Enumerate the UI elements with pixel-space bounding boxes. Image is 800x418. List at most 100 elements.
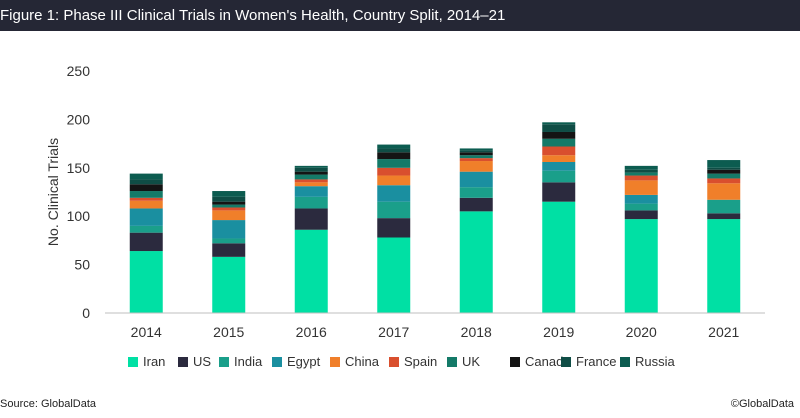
bar-segment-canada-2018: [459, 152, 493, 156]
bar-segment-france-2019: [542, 124, 576, 132]
legend-swatch-uk: [447, 357, 457, 367]
bar-segment-uk-2020: [624, 172, 658, 176]
bar-segment-us-2017: [377, 218, 411, 238]
bar-segment-us-2019: [542, 182, 576, 202]
source-note: Source: GlobalData: [0, 398, 96, 410]
copyright-note: ©GlobalData: [730, 398, 794, 410]
bar-segment-india-2016: [294, 196, 328, 209]
bar-segment-india-2018: [459, 187, 493, 198]
bar-segment-us-2021: [707, 213, 741, 220]
bar-segment-france-2018: [459, 150, 493, 153]
x-tick-label: 2021: [708, 324, 739, 340]
bar-segment-russia-2015: [212, 191, 246, 197]
bar-segment-uk-2019: [542, 138, 576, 147]
bar-segment-iran-2020: [624, 219, 658, 313]
bar-segment-iran-2014: [129, 251, 163, 313]
bar-segment-iran-2015: [212, 256, 246, 313]
bar-segment-iran-2016: [294, 229, 328, 313]
legend-swatch-iran: [128, 357, 138, 367]
chart-title: Figure 1: Phase III Clinical Trials in W…: [0, 7, 506, 24]
bar-segment-iran-2019: [542, 201, 576, 313]
x-axis: 2014 2015 2016 2017 2018 2019 2020 2021: [105, 312, 765, 340]
legend-label-china: China: [345, 354, 380, 369]
legend-label-spain: Spain: [404, 354, 437, 369]
bar-stacks: [129, 122, 741, 313]
legend-label-india: India: [234, 354, 263, 369]
legend-swatch-egypt: [272, 357, 282, 367]
bar-segment-china-2016: [294, 182, 328, 187]
bar-segment-iran-2021: [707, 219, 741, 313]
bar-segment-iran-2018: [459, 211, 493, 313]
y-axis-label: No. Clinical Trials: [45, 138, 61, 246]
bar-segment-india-2019: [542, 170, 576, 183]
bar-segment-canada-2015: [212, 201, 246, 205]
bar-segment-france-2021: [707, 167, 741, 170]
bar-segment-china-2014: [129, 200, 163, 209]
bar-segment-us-2015: [212, 243, 246, 257]
bar-segment-france-2017: [377, 148, 411, 153]
x-tick-label: 2019: [543, 324, 574, 340]
legend-label-france: France: [576, 354, 616, 369]
stacked-bar-chart: 0 50 100 150 200 250 2014 2015 2016 2017 2018 2019…: [45, 63, 765, 369]
x-tick-label: 2020: [626, 324, 657, 340]
legend-swatch-canada: [510, 357, 520, 367]
legend-label-uk: UK: [462, 354, 480, 369]
bar-segment-india-2017: [377, 201, 411, 219]
chart-title-bar: Figure 1: Phase III Clinical Trials in W…: [0, 0, 800, 31]
legend-swatch-russia: [620, 357, 630, 367]
bar-segment-china-2018: [459, 161, 493, 172]
x-tick-label: 2014: [131, 324, 162, 340]
y-tick-label: 150: [67, 160, 91, 176]
bar-segment-india-2015: [212, 238, 246, 244]
bar-segment-india-2014: [129, 225, 163, 233]
bar-segment-russia-2016: [294, 165, 328, 168]
bar-segment-canada-2014: [129, 184, 163, 192]
bar-segment-russia-2019: [542, 122, 576, 125]
bar-segment-spain-2021: [707, 178, 741, 184]
bar-segment-russia-2021: [707, 160, 741, 168]
bar-segment-spain-2016: [294, 179, 328, 183]
legend-label-us: US: [193, 354, 211, 369]
legend-swatch-us: [178, 357, 188, 367]
bar-segment-canada-2017: [377, 152, 411, 160]
bar-segment-us-2018: [459, 197, 493, 212]
bar-segment-uk-2017: [377, 159, 411, 168]
legend-swatch-india: [219, 357, 229, 367]
bar-segment-india-2021: [707, 199, 741, 214]
bar-segment-canada-2016: [294, 171, 328, 175]
y-axis: 0 50 100 150 200 250: [67, 63, 91, 321]
legend-swatch-france: [561, 357, 571, 367]
bar-segment-spain-2018: [459, 158, 493, 162]
bar-segment-egypt-2015: [212, 220, 246, 239]
y-tick-label: 0: [82, 305, 90, 321]
bar-segment-egypt-2014: [129, 208, 163, 226]
bar-segment-us-2014: [129, 232, 163, 252]
bar-segment-egypt-2019: [542, 161, 576, 171]
bar-segment-china-2017: [377, 175, 411, 186]
bar-segment-spain-2015: [212, 207, 246, 211]
bar-segment-france-2016: [294, 167, 328, 172]
legend-label-egypt: Egypt: [287, 354, 321, 369]
bar-segment-uk-2016: [294, 174, 328, 180]
bar-segment-china-2015: [212, 210, 246, 221]
bar-segment-egypt-2018: [459, 171, 493, 188]
bar-segment-france-2014: [129, 179, 163, 185]
x-tick-label: 2018: [461, 324, 492, 340]
bar-segment-uk-2014: [129, 191, 163, 198]
bar-segment-spain-2019: [542, 146, 576, 156]
bar-segment-china-2020: [624, 180, 658, 195]
bar-segment-uk-2015: [212, 204, 246, 208]
bar-segment-canada-2021: [707, 169, 741, 174]
bar-segment-china-2019: [542, 155, 576, 162]
bar-segment-france-2020: [624, 169, 658, 173]
bar-segment-russia-2018: [459, 148, 493, 151]
bar-segment-uk-2018: [459, 155, 493, 159]
y-tick-label: 250: [67, 63, 91, 79]
y-tick-label: 200: [67, 111, 91, 127]
bar-segment-egypt-2016: [294, 186, 328, 197]
y-tick-label: 50: [74, 257, 90, 273]
bar-segment-spain-2017: [377, 167, 411, 176]
bar-segment-india-2020: [624, 203, 658, 211]
bar-segment-russia-2017: [377, 144, 411, 149]
legend-swatch-china: [330, 357, 340, 367]
